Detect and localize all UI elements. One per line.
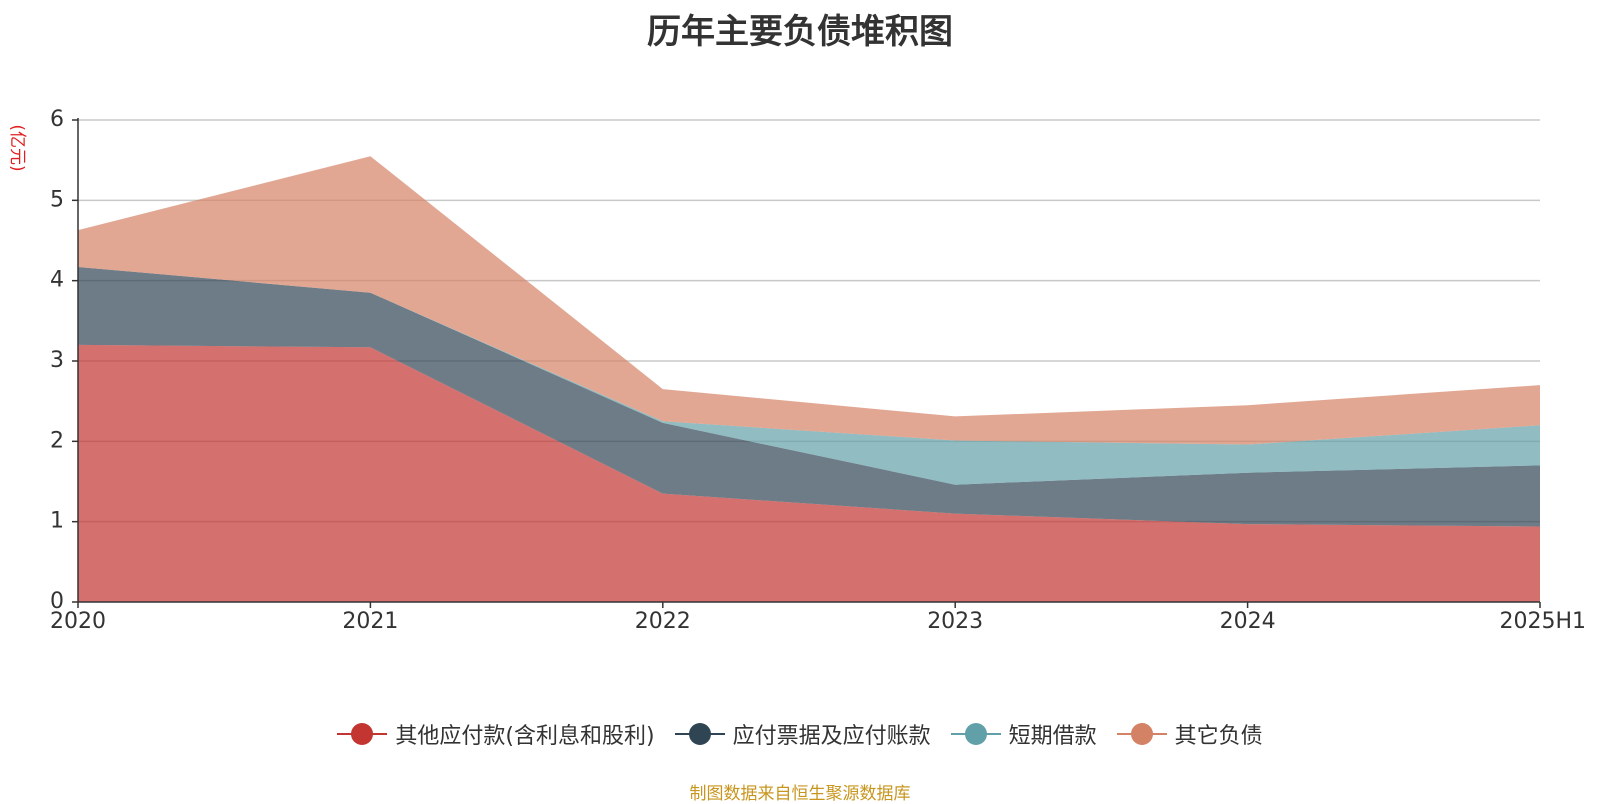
stacked-area-chart: 0 1 2 3 4 5 6 2020 2021 2022 2023 2024 2025H1: [50, 107, 1586, 634]
chart-title: 历年主要负债堆积图: [647, 12, 953, 52]
area-series-1: [78, 344, 1540, 602]
legend-label: 应付票据及应付账款: [732, 724, 931, 749]
x-tick-label: 2021: [342, 609, 398, 634]
y-tick-label: 2: [50, 428, 64, 453]
y-axis-unit-label: (亿元): [7, 124, 27, 171]
legend-item-4[interactable]: 其它负债: [1116, 718, 1263, 750]
legend-item-1[interactable]: 其他应付款(含利息和股利): [337, 718, 655, 750]
legend-label: 其他应付款(含利息和股利): [395, 724, 655, 749]
legend-marker-icon: [950, 723, 1001, 745]
legend-item-2[interactable]: 应付票据及应付账款: [674, 718, 931, 750]
area-series-2: [78, 267, 1540, 527]
legend-label: 其它负债: [1174, 724, 1263, 749]
y-tick-label: 0: [50, 589, 64, 614]
y-tick-label: 4: [50, 268, 64, 293]
area-series-3: [78, 267, 1540, 485]
area-series-layer: [78, 156, 1540, 602]
legend: 其他应付款(含利息和股利) 应付票据及应付账款 短期借款 其它负债: [0, 718, 1600, 750]
y-tick-label: 5: [50, 187, 64, 212]
x-tick-label: 2020: [50, 609, 106, 634]
x-tick-label: 2024: [1220, 609, 1276, 634]
y-tick-label: 3: [50, 348, 64, 373]
legend-item-3[interactable]: 短期借款: [950, 718, 1097, 750]
legend-marker-icon: [337, 723, 388, 745]
area-series-4: [78, 156, 1540, 445]
y-tick-label: 6: [50, 107, 64, 132]
x-tick-label: 2025H1: [1499, 609, 1586, 634]
y-tick-label: 1: [50, 509, 64, 534]
x-tick-label: 2022: [635, 609, 691, 634]
legend-marker-icon: [1116, 723, 1167, 745]
y-axis-unit-text: (亿元): [7, 124, 27, 171]
legend-marker-icon: [674, 723, 725, 745]
source-note: 制图数据来自恒生聚源数据库: [689, 784, 911, 804]
axes: 0 1 2 3 4 5 6 2020 2021 2022 2023 2024 2025H1: [50, 107, 1586, 634]
legend-label: 短期借款: [1008, 724, 1097, 749]
x-tick-label: 2023: [927, 609, 983, 634]
